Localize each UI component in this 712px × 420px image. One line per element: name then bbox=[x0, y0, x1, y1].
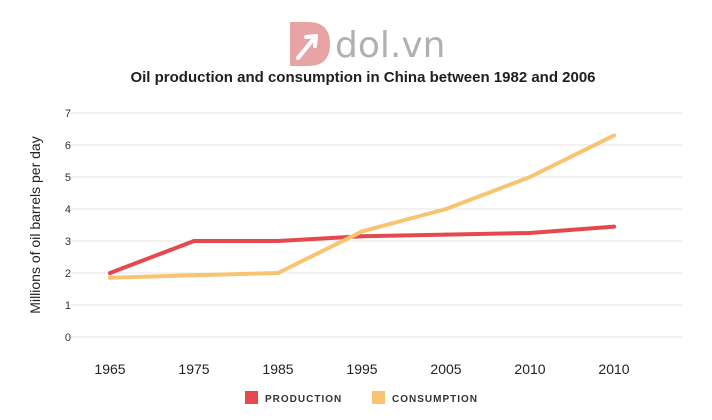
y-axis-label: Millions of oil barrels per day bbox=[27, 136, 43, 313]
legend-label-consumption: CONSUMPTION bbox=[392, 394, 478, 405]
y-tick-label: 5 bbox=[65, 172, 71, 184]
x-tick-label: 2010 bbox=[598, 361, 629, 377]
logo-icon-arrow bbox=[296, 34, 318, 60]
legend: PRODUCTION CONSUMPTION bbox=[245, 391, 478, 405]
y-tick-label: 3 bbox=[65, 236, 71, 248]
logo-text: dol.vn bbox=[335, 25, 445, 66]
series-lines bbox=[108, 133, 616, 280]
data-point-consumption bbox=[276, 271, 280, 275]
data-point-production bbox=[528, 231, 532, 235]
y-tick-label: 0 bbox=[65, 332, 71, 344]
gridlines bbox=[68, 112, 683, 338]
y-tick-label: 7 bbox=[65, 108, 71, 120]
legend-swatch-consumption bbox=[372, 391, 385, 404]
data-point-consumption bbox=[444, 207, 448, 211]
x-axis-ticks: 1965 1975 1985 1995 2005 2010 2010 bbox=[94, 361, 629, 377]
y-tick-label: 1 bbox=[65, 300, 71, 312]
y-tick-label: 2 bbox=[65, 268, 71, 280]
data-point-consumption bbox=[528, 175, 532, 179]
legend-label-production: PRODUCTION bbox=[265, 394, 342, 405]
legend-swatch-production bbox=[245, 391, 258, 404]
chart-title: Oil production and consumption in China … bbox=[130, 69, 595, 86]
data-point-consumption bbox=[192, 273, 196, 278]
y-tick-label: 4 bbox=[65, 204, 71, 216]
brand-logo: dol.vn bbox=[290, 22, 445, 66]
x-tick-label: 1995 bbox=[346, 361, 377, 377]
data-point-production bbox=[612, 224, 616, 229]
data-point-production bbox=[360, 234, 364, 239]
data-point-production bbox=[192, 239, 196, 243]
x-tick-label: 1975 bbox=[178, 361, 209, 377]
data-point-consumption bbox=[360, 229, 364, 234]
x-tick-label: 1965 bbox=[94, 361, 125, 377]
data-point-production bbox=[108, 271, 112, 275]
data-point-consumption bbox=[108, 275, 112, 280]
y-tick-label: 6 bbox=[65, 140, 71, 152]
data-point-production bbox=[444, 232, 448, 237]
data-point-consumption bbox=[612, 133, 616, 138]
series-line-consumption bbox=[108, 133, 616, 280]
x-tick-label: 1985 bbox=[262, 361, 293, 377]
x-tick-label: 2010 bbox=[514, 361, 545, 377]
data-point-production bbox=[276, 239, 280, 243]
x-tick-label: 2005 bbox=[430, 361, 461, 377]
y-axis-ticks: 0 1 2 3 4 5 6 7 bbox=[65, 108, 71, 344]
